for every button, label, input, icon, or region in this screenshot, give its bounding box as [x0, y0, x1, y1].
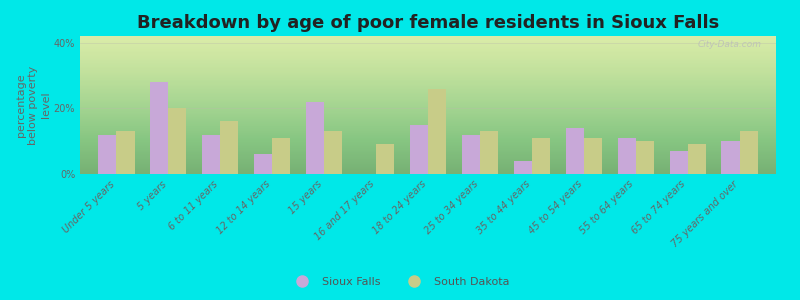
Bar — [220, 122, 238, 174]
Bar — [670, 151, 688, 174]
Bar — [636, 141, 654, 174]
Bar — [462, 135, 480, 174]
Bar — [480, 131, 498, 174]
Y-axis label: percentage
below poverty
level: percentage below poverty level — [16, 65, 51, 145]
Bar — [324, 131, 342, 174]
Bar — [532, 138, 550, 174]
Bar — [376, 144, 394, 174]
Title: Breakdown by age of poor female residents in Sioux Falls: Breakdown by age of poor female resident… — [137, 14, 719, 32]
Bar — [98, 135, 116, 174]
Bar — [202, 135, 220, 174]
Bar — [306, 102, 324, 174]
Bar — [116, 131, 134, 174]
Bar — [584, 138, 602, 174]
Bar — [688, 144, 706, 174]
Bar — [150, 82, 168, 174]
Bar — [740, 131, 758, 174]
Bar — [722, 141, 740, 174]
Bar — [514, 161, 532, 174]
Bar — [410, 125, 428, 174]
Bar — [428, 88, 446, 174]
Bar — [168, 108, 186, 174]
Text: City-Data.com: City-Data.com — [698, 40, 762, 49]
Legend: Sioux Falls, South Dakota: Sioux Falls, South Dakota — [286, 273, 514, 291]
Bar — [272, 138, 290, 174]
Bar — [566, 128, 584, 174]
Bar — [618, 138, 636, 174]
Bar — [254, 154, 272, 174]
